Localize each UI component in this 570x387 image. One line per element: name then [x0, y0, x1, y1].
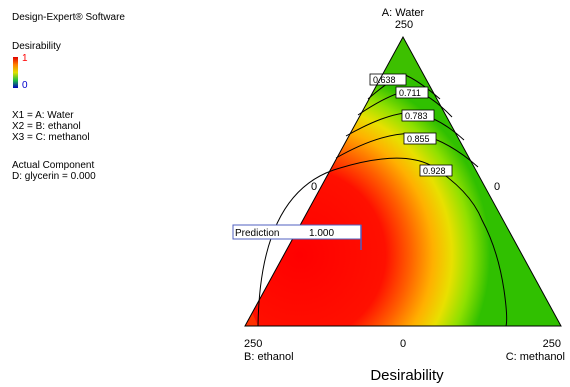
contour-label-0855: 0.855 — [407, 134, 430, 144]
prediction-flag[interactable]: Prediction 1.000 — [232, 224, 362, 250]
x3-label: X3 = C: methanol — [12, 132, 90, 143]
vertex-b-label: B: ethanol — [244, 351, 294, 363]
low-desirability-tip — [380, 37, 426, 80]
contour-label-0638: 0.638 — [373, 75, 396, 85]
vertex-c-value: 250 — [543, 338, 561, 350]
vertex-c-label: C: methanol — [506, 351, 565, 363]
vertex-a-value: 250 — [395, 19, 413, 31]
actual-component-heading: Actual Component — [12, 160, 95, 171]
contour-label-0783: 0.783 — [405, 111, 428, 121]
actual-component-value: D: glycerin = 0.000 — [12, 171, 96, 182]
scale-low-label: 0 — [22, 80, 28, 91]
prediction-label: Prediction — [235, 228, 279, 239]
right-edge-zero: 0 — [494, 181, 500, 193]
contour-label-0928: 0.928 — [423, 166, 446, 176]
left-edge-zero: 0 — [311, 181, 317, 193]
contour-labels: 0.638 0.711 0.783 0.855 0.928 — [369, 73, 453, 177]
software-label: Design-Expert® Software — [12, 12, 125, 23]
vertex-a-label: A: Water — [382, 7, 425, 19]
bottom-edge-zero: 0 — [400, 338, 406, 350]
response-label: Desirability — [12, 41, 61, 52]
vertex-b-value: 250 — [244, 338, 262, 350]
prediction-value: 1.000 — [309, 228, 334, 239]
color-scale-bar — [13, 57, 18, 88]
contour-label-0711: 0.711 — [399, 88, 421, 98]
triangle-border — [244, 35, 562, 327]
corner-b-patch — [245, 312, 258, 326]
chart-title: Desirability — [370, 367, 444, 384]
x1-label: X1 = A: Water — [12, 110, 74, 121]
x2-label: X2 = B: ethanol — [12, 121, 81, 132]
scale-high-label: 1 — [22, 53, 28, 64]
